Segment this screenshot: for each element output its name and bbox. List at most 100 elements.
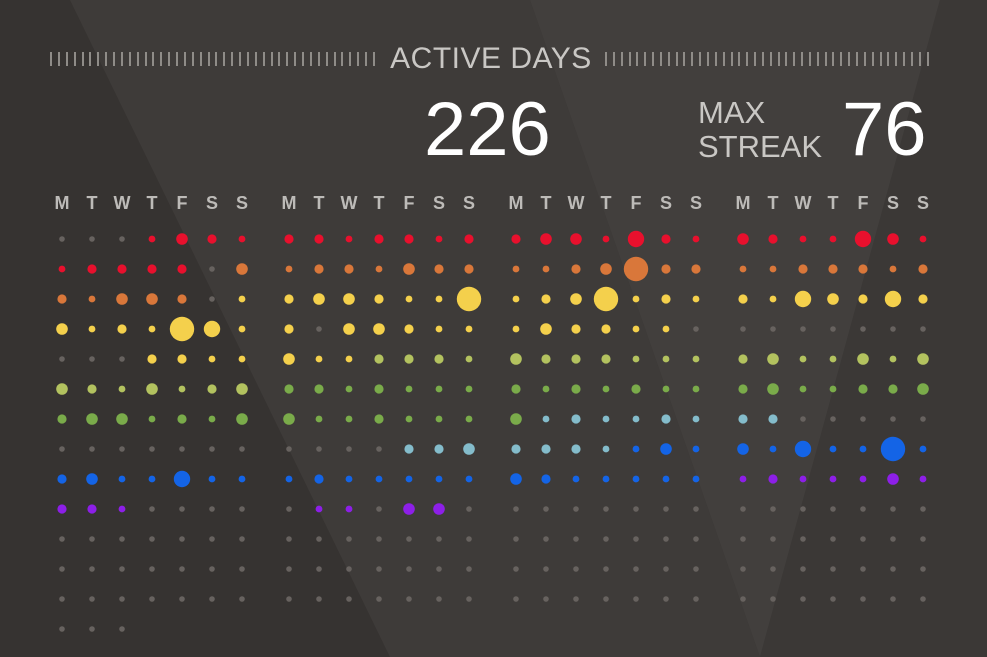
active-day-dot xyxy=(887,233,899,245)
tick-mark xyxy=(895,52,898,66)
tick-mark xyxy=(286,52,289,66)
active-day-dot xyxy=(148,325,156,333)
inactive-day-dot xyxy=(89,626,95,632)
active-day-dot xyxy=(918,294,928,304)
active-day-dot xyxy=(284,234,294,244)
day-label: M xyxy=(509,193,524,213)
inactive-day-dot xyxy=(860,566,866,572)
inactive-day-dot xyxy=(89,596,95,602)
active-day-dot xyxy=(660,443,672,455)
active-day-dot xyxy=(405,475,413,483)
inactive-day-dot xyxy=(800,326,806,332)
active-day-dot xyxy=(404,444,414,454)
active-day-dot xyxy=(345,475,353,483)
inactive-day-dot xyxy=(316,566,322,572)
inactive-day-dot xyxy=(770,566,776,572)
inactive-day-dot xyxy=(239,536,245,542)
active-day-dot xyxy=(571,414,581,424)
day-label: T xyxy=(828,193,839,213)
active-day-dot xyxy=(208,415,216,423)
inactive-day-dot xyxy=(890,566,896,572)
active-day-dot xyxy=(662,475,670,483)
tick-mark xyxy=(365,52,367,66)
inactive-day-dot xyxy=(406,596,412,602)
tick-mark xyxy=(706,52,709,66)
active-day-dot xyxy=(375,265,383,273)
active-day-dot xyxy=(661,294,671,304)
tick-mark xyxy=(302,52,304,66)
active-day-dot xyxy=(799,385,807,393)
active-day-dot xyxy=(88,295,96,303)
active-day-dot xyxy=(888,384,898,394)
inactive-day-dot xyxy=(830,506,836,512)
tick-mark xyxy=(372,52,375,66)
active-day-dot xyxy=(345,505,353,513)
active-day-dot xyxy=(737,443,749,455)
inactive-day-dot xyxy=(316,596,322,602)
active-day-dot xyxy=(798,264,808,274)
day-label: S xyxy=(433,193,445,213)
inactive-day-dot xyxy=(286,596,292,602)
tick-mark xyxy=(168,52,171,66)
active-day-dot xyxy=(828,264,838,274)
inactive-day-dot xyxy=(239,446,245,452)
active-day-dot xyxy=(374,414,384,424)
tick-mark xyxy=(73,52,76,66)
inactive-day-dot xyxy=(860,326,866,332)
inactive-day-dot xyxy=(920,536,926,542)
active-day-dot xyxy=(542,265,550,273)
day-label: F xyxy=(177,193,188,213)
day-label: T xyxy=(768,193,779,213)
inactive-day-dot xyxy=(376,566,382,572)
active-day-dot xyxy=(314,384,324,394)
inactive-day-dot xyxy=(346,596,352,602)
tick-mark xyxy=(699,52,702,66)
active-day-dot xyxy=(510,413,522,425)
active-day-dot xyxy=(435,415,443,423)
active-day-dot xyxy=(315,505,323,513)
max-streak-count: 76 xyxy=(842,87,927,172)
inactive-day-dot xyxy=(149,596,155,602)
inactive-day-dot xyxy=(59,356,65,362)
inactive-day-dot xyxy=(209,566,215,572)
inactive-day-dot xyxy=(466,596,472,602)
tick-mark xyxy=(57,52,60,66)
tick-mark xyxy=(136,52,139,66)
day-label: W xyxy=(114,193,131,213)
active-day-dot xyxy=(343,293,355,305)
inactive-day-dot xyxy=(740,596,746,602)
tick-mark xyxy=(918,52,921,66)
inactive-day-dot xyxy=(59,536,65,542)
active-day-dot xyxy=(917,353,929,365)
active-day-dot xyxy=(917,383,929,395)
inactive-day-dot xyxy=(693,326,699,332)
active-day-dot xyxy=(169,316,195,342)
active-day-dot xyxy=(919,475,927,483)
inactive-day-dot xyxy=(693,536,699,542)
tick-mark xyxy=(223,52,226,66)
inactive-day-dot xyxy=(663,536,669,542)
active-day-dot xyxy=(465,475,473,483)
tick-mark xyxy=(644,52,647,66)
active-day-dot xyxy=(177,354,187,364)
inactive-day-dot xyxy=(770,326,776,332)
active-day-dot xyxy=(208,475,216,483)
active-day-dot xyxy=(315,355,323,363)
active-day-dot xyxy=(799,235,807,243)
inactive-day-dot xyxy=(119,596,125,602)
inactive-day-dot xyxy=(466,506,472,512)
tick-mark xyxy=(317,52,320,66)
tick-mark xyxy=(357,52,360,66)
inactive-day-dot xyxy=(376,596,382,602)
inactive-day-dot xyxy=(693,596,699,602)
active-day-dot xyxy=(794,440,812,458)
inactive-day-dot xyxy=(89,356,95,362)
active-day-dot xyxy=(56,383,68,395)
inactive-day-dot xyxy=(119,626,125,632)
inactive-day-dot xyxy=(149,446,155,452)
active-day-dot xyxy=(148,475,156,483)
inactive-day-dot xyxy=(890,536,896,542)
inactive-day-dot xyxy=(436,536,442,542)
inactive-day-dot xyxy=(603,596,609,602)
active-day-dot xyxy=(456,286,482,312)
